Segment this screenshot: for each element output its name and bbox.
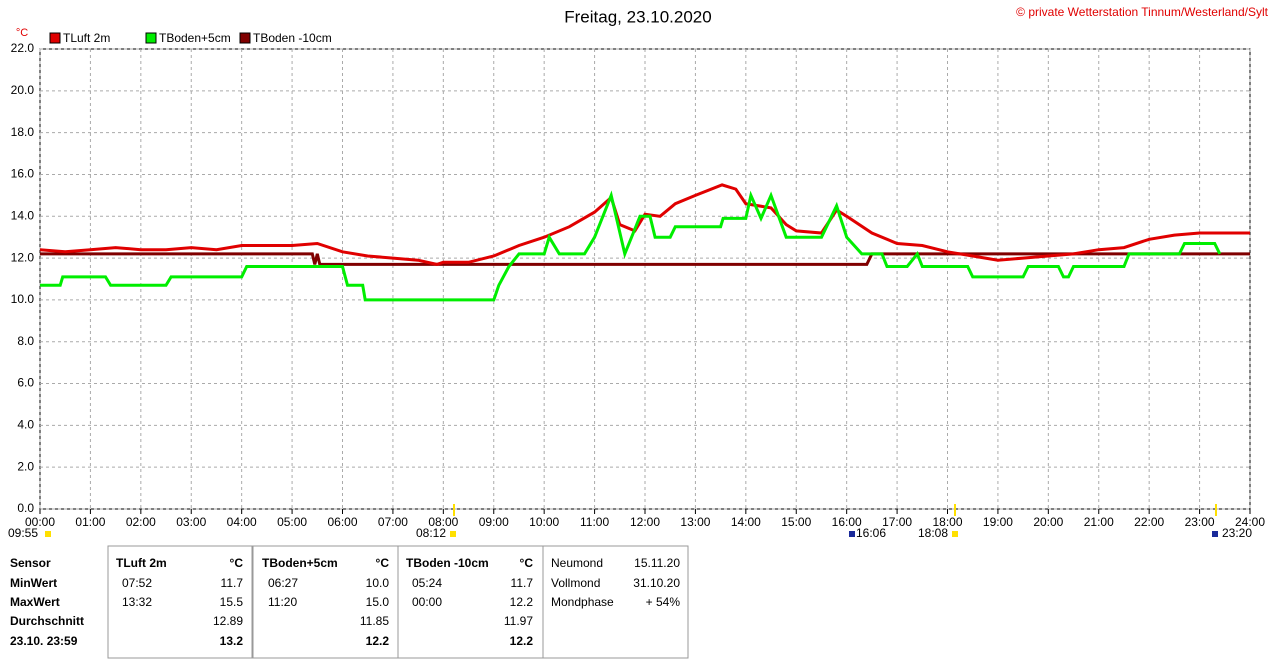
x-tick-label: 02:00 [126, 515, 156, 529]
marker-icon [450, 531, 456, 537]
x-tick-label: 01:00 [75, 515, 105, 529]
x-tick-label: 18:00 [932, 515, 962, 529]
x-tick-label: 13:00 [680, 515, 710, 529]
time-marker: 23:20 [1222, 526, 1252, 540]
table-cell [542, 545, 689, 659]
sensor-name: TBoden+5cm [262, 556, 338, 570]
min-value: 10.0 [366, 576, 390, 590]
table-cell [107, 545, 254, 659]
marker-icon [952, 531, 958, 537]
row-label: Sensor [10, 556, 51, 570]
row-label: Durchschnitt [10, 614, 84, 628]
legend-swatch [145, 32, 157, 44]
avg-value: 12.89 [213, 614, 243, 628]
legend-swatch [239, 32, 251, 44]
min-time: 06:27 [268, 576, 298, 590]
current-value: 12.2 [366, 634, 390, 648]
chart-title: Freitag, 23.10.2020 [564, 7, 711, 26]
time-marker: 18:08 [918, 526, 948, 540]
moon-label: Vollmond [551, 576, 600, 590]
x-tick-label: 05:00 [277, 515, 307, 529]
moon-value: 31.10.20 [633, 576, 680, 590]
x-tick-label: 06:00 [327, 515, 357, 529]
row-label: 23.10. 23:59 [10, 634, 78, 648]
min-value: 11.7 [221, 576, 244, 590]
x-tick-label: 20:00 [1033, 515, 1063, 529]
y-tick-label: 20.0 [11, 83, 35, 97]
sensor-name: TLuft 2m [116, 556, 167, 570]
y-tick-label: 22.0 [11, 41, 35, 55]
x-tick-label: 12:00 [630, 515, 660, 529]
x-tick-label: 09:00 [479, 515, 509, 529]
min-time: 05:24 [412, 576, 442, 590]
max-time: 00:00 [412, 595, 442, 609]
y-tick-label: 8.0 [17, 334, 34, 348]
data-line [39, 183, 1250, 266]
sensor-name: TBoden -10cm [406, 556, 489, 570]
avg-value: 11.85 [360, 614, 389, 628]
x-tick-label: 22:00 [1134, 515, 1164, 529]
min-time: 07:52 [122, 576, 152, 590]
min-value: 11.7 [511, 576, 534, 590]
max-time: 11:20 [268, 595, 297, 609]
x-tick-label: 07:00 [378, 515, 408, 529]
legend-label: TLuft 2m [63, 31, 110, 45]
marker-icon [1212, 531, 1218, 537]
moon-value: + 54% [646, 595, 681, 609]
max-value: 15.5 [220, 595, 244, 609]
x-tick-label: 04:00 [227, 515, 257, 529]
y-tick-label: 6.0 [17, 376, 34, 390]
moon-value: 15.11.20 [634, 556, 680, 570]
y-tick-label: 18.0 [11, 125, 35, 139]
y-tick-label: 12.0 [11, 250, 35, 264]
x-tick-label: 11:00 [580, 515, 609, 529]
x-tick-label: 23:00 [1185, 515, 1215, 529]
max-time: 13:32 [122, 595, 152, 609]
x-tick-label: 08:00 [428, 515, 458, 529]
copyright: © private Wetterstation Tinnum/Westerlan… [1016, 5, 1269, 19]
time-marker: 08:12 [416, 526, 446, 540]
data-line [40, 190, 1222, 302]
x-tick-label: 03:00 [176, 515, 206, 529]
max-value: 12.2 [510, 595, 534, 609]
x-tick-label: 24:00 [1235, 515, 1265, 529]
x-tick-label: 00:00 [25, 515, 55, 529]
current-value: 12.2 [510, 634, 534, 648]
sensor-unit: °C [376, 556, 390, 570]
x-tick-label: 21:00 [1084, 515, 1114, 529]
x-tick-label: 17:00 [882, 515, 912, 529]
time-marker: 16:06 [856, 526, 886, 540]
sensor-unit: °C [230, 556, 244, 570]
x-tick-label: 14:00 [731, 515, 761, 529]
marker-icon [45, 531, 51, 537]
y-tick-label: 2.0 [17, 459, 34, 473]
time-marker: 09:55 [8, 526, 38, 540]
legend-label: TBoden+5cm [159, 31, 231, 45]
marker-icon [849, 531, 855, 537]
legend-label: TBoden -10cm [253, 31, 332, 45]
y-tick-label: 4.0 [17, 418, 34, 432]
max-value: 15.0 [366, 595, 390, 609]
y-axis-label: °C [16, 27, 28, 39]
moon-label: Mondphase [551, 595, 614, 609]
x-tick-label: 15:00 [781, 515, 811, 529]
x-tick-label: 19:00 [983, 515, 1013, 529]
row-label: MaxWert [10, 595, 60, 609]
sensor-unit: °C [520, 556, 534, 570]
row-label: MinWert [10, 576, 57, 590]
avg-value: 11.97 [504, 614, 533, 628]
y-tick-label: 16.0 [11, 167, 35, 181]
y-tick-label: 0.0 [17, 501, 34, 515]
legend-swatch [49, 32, 61, 44]
y-tick-label: 14.0 [11, 208, 35, 222]
data-line [40, 252, 1250, 266]
y-tick-label: 10.0 [11, 292, 35, 306]
x-tick-label: 10:00 [529, 515, 559, 529]
x-tick-label: 16:00 [832, 515, 862, 529]
moon-label: Neumond [551, 556, 603, 570]
current-value: 13.2 [220, 634, 244, 648]
